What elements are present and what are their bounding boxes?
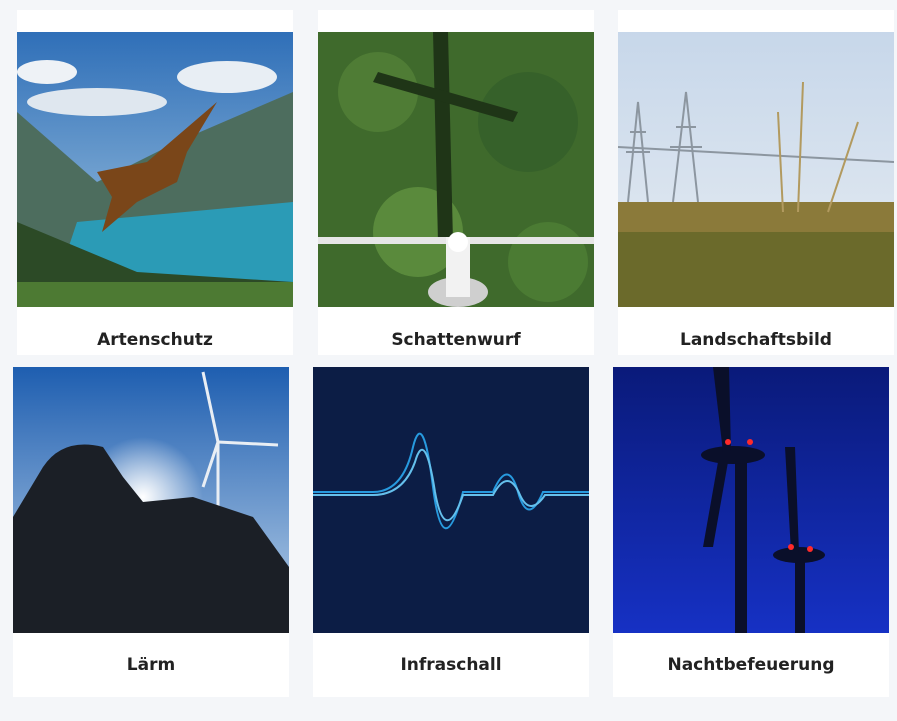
card-label: Nachtbefeuerung — [613, 655, 889, 675]
page: Artenschutz Schattenwurf L — [0, 0, 897, 721]
card-image — [313, 367, 589, 633]
card-image — [613, 367, 889, 633]
card-label: Schattenwurf — [318, 330, 594, 350]
card[interactable]: Schattenwurf — [318, 10, 594, 355]
card-image — [17, 32, 293, 329]
card-label: Infraschall — [313, 655, 589, 675]
card-image — [618, 32, 894, 329]
card-label: Lärm — [13, 655, 289, 675]
card-image — [318, 32, 594, 329]
card[interactable]: Landschaftsbild — [618, 10, 894, 355]
card[interactable]: Artenschutz — [17, 10, 293, 355]
card-label: Artenschutz — [17, 330, 293, 350]
card[interactable]: Infraschall — [313, 367, 589, 697]
card-label: Landschaftsbild — [618, 330, 894, 350]
card-image — [13, 367, 289, 633]
card[interactable]: Lärm — [13, 367, 289, 697]
card[interactable]: Nachtbefeuerung — [613, 367, 889, 697]
